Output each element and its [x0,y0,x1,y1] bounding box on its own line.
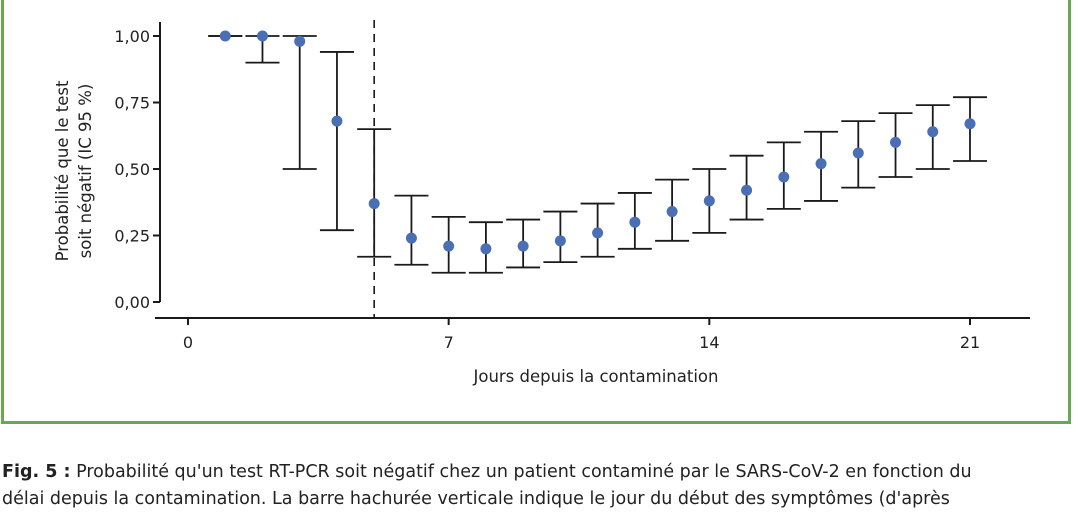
data-point [592,227,604,239]
data-point [294,35,306,47]
data-point [741,184,753,196]
error-bar [394,194,429,266]
x-tick-label: 21 [960,333,980,352]
data-point [219,30,231,42]
y-axis-title-line2: soit négatif (IC 95 %) [76,84,95,259]
data-point [443,240,455,252]
caption-label: Fig. 5 : [2,462,71,482]
error-bar [282,35,317,170]
y-axis-title-line1: Probabilité que le test [53,80,72,261]
chart: 0,00 0,25 0,50 0,75 1,00 0 7 14 21 Jours depuis… [53,20,1030,386]
data-point [331,115,343,127]
data-point [480,243,492,255]
y-tick-label: 0,25 [114,227,150,246]
figure-caption: Fig. 5 : Probabilité qu'un test RT-PCR s… [2,459,1076,513]
error-bar [357,128,392,258]
data-point [405,232,417,244]
error-bar [319,51,354,232]
data-point [629,216,641,228]
x-tick-label: 14 [699,333,719,352]
y-tick-label: 1,00 [114,27,150,46]
data-point [256,30,268,42]
data-point [778,171,790,183]
figure-frame [1,0,1071,424]
y-tick-label: 0,75 [114,94,150,113]
x-tick-label: 7 [444,333,454,352]
data-point [890,136,902,148]
caption-line1: Probabilité qu'un test RT-PCR soit négat… [76,462,972,482]
data-point [368,198,380,210]
y-tick-label: 0,00 [114,293,150,312]
x-tick-label: 0 [183,333,193,352]
data-point [703,195,715,207]
caption-line2: délai depuis la contamination. La barre … [2,489,950,509]
data-point [964,118,976,130]
data-point [927,126,939,138]
data-point [554,235,566,247]
data-point [815,158,827,170]
data-point [517,240,529,252]
data-point [666,206,678,218]
data-point [852,147,864,159]
y-axis-title: Probabilité que le test soit négatif (IC… [53,80,95,261]
x-axis-title: Jours depuis la contamination [472,367,718,386]
y-tick-label: 0,50 [114,160,150,179]
